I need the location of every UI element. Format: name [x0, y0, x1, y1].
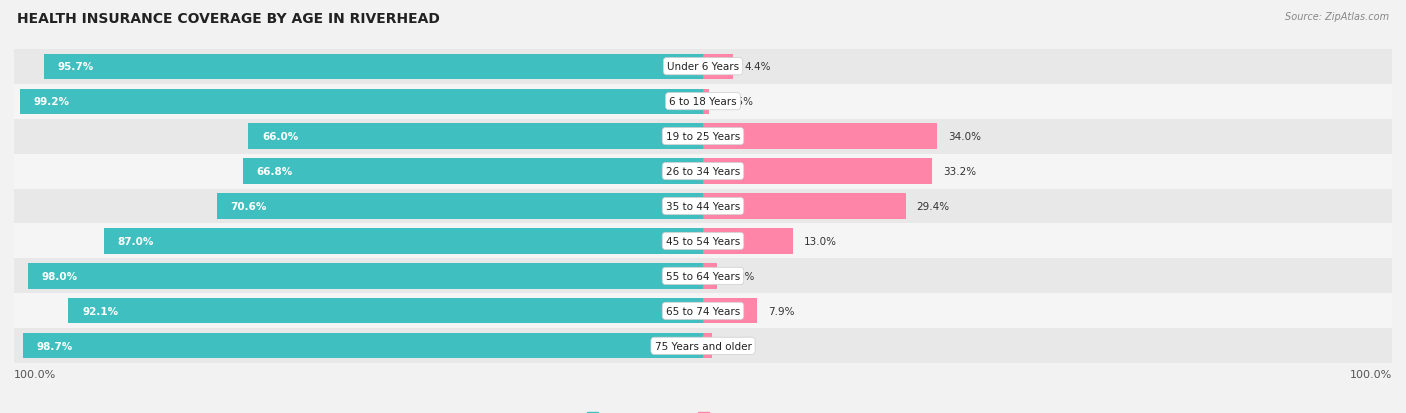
Text: Source: ZipAtlas.com: Source: ZipAtlas.com: [1285, 12, 1389, 22]
Bar: [703, 229, 793, 254]
Text: 29.4%: 29.4%: [917, 202, 949, 211]
Bar: [703, 159, 932, 184]
Text: 2.0%: 2.0%: [728, 271, 754, 281]
Bar: [22, 333, 703, 358]
Bar: [14, 119, 1392, 154]
Bar: [217, 194, 703, 219]
Text: Under 6 Years: Under 6 Years: [666, 62, 740, 72]
Legend: With Coverage, Without Coverage: With Coverage, Without Coverage: [582, 408, 824, 413]
Text: 4.4%: 4.4%: [744, 62, 770, 72]
Bar: [14, 189, 1392, 224]
Bar: [703, 124, 938, 150]
Bar: [14, 259, 1392, 294]
Bar: [14, 294, 1392, 329]
Text: 0.85%: 0.85%: [720, 97, 752, 107]
Text: 95.7%: 95.7%: [58, 62, 94, 72]
Bar: [20, 89, 703, 114]
Bar: [703, 333, 711, 358]
Text: 70.6%: 70.6%: [231, 202, 267, 211]
Bar: [14, 329, 1392, 363]
Bar: [703, 55, 734, 80]
Bar: [69, 299, 703, 324]
Bar: [14, 224, 1392, 259]
Text: 26 to 34 Years: 26 to 34 Years: [666, 166, 740, 177]
Text: 100.0%: 100.0%: [14, 369, 56, 379]
Text: 1.3%: 1.3%: [723, 341, 749, 351]
Text: 19 to 25 Years: 19 to 25 Years: [666, 132, 740, 142]
Bar: [243, 159, 703, 184]
Text: HEALTH INSURANCE COVERAGE BY AGE IN RIVERHEAD: HEALTH INSURANCE COVERAGE BY AGE IN RIVE…: [17, 12, 440, 26]
Bar: [703, 299, 758, 324]
Text: 55 to 64 Years: 55 to 64 Years: [666, 271, 740, 281]
Bar: [28, 263, 703, 289]
Text: 65 to 74 Years: 65 to 74 Years: [666, 306, 740, 316]
Text: 6 to 18 Years: 6 to 18 Years: [669, 97, 737, 107]
Text: 66.0%: 66.0%: [262, 132, 298, 142]
Text: 34.0%: 34.0%: [948, 132, 981, 142]
Text: 75 Years and older: 75 Years and older: [655, 341, 751, 351]
Text: 45 to 54 Years: 45 to 54 Years: [666, 236, 740, 247]
Text: 100.0%: 100.0%: [1350, 369, 1392, 379]
Text: 66.8%: 66.8%: [256, 166, 292, 177]
Bar: [703, 194, 905, 219]
Text: 7.9%: 7.9%: [769, 306, 794, 316]
Bar: [14, 50, 1392, 84]
Text: 13.0%: 13.0%: [804, 236, 837, 247]
Text: 87.0%: 87.0%: [118, 236, 153, 247]
Text: 33.2%: 33.2%: [943, 166, 976, 177]
Text: 92.1%: 92.1%: [83, 306, 118, 316]
Text: 98.7%: 98.7%: [37, 341, 73, 351]
Bar: [703, 263, 717, 289]
Bar: [14, 84, 1392, 119]
Bar: [44, 55, 703, 80]
Text: 98.0%: 98.0%: [42, 271, 77, 281]
Text: 99.2%: 99.2%: [34, 97, 69, 107]
Bar: [249, 124, 703, 150]
Text: 35 to 44 Years: 35 to 44 Years: [666, 202, 740, 211]
Bar: [703, 89, 709, 114]
Bar: [14, 154, 1392, 189]
Bar: [104, 229, 703, 254]
